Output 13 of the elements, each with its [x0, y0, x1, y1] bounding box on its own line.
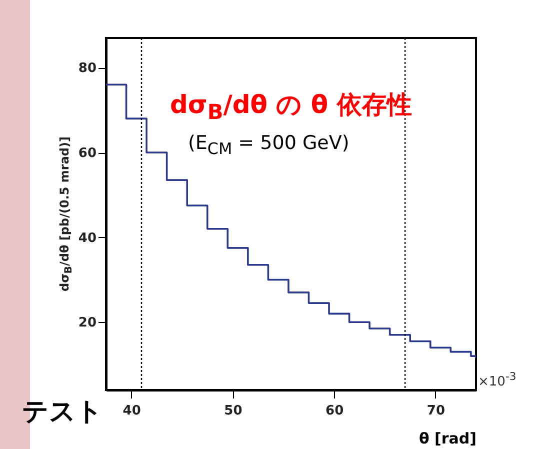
x-tick-label: 60 — [326, 404, 344, 418]
x-tick-label: 40 — [122, 404, 141, 418]
text: (E$_{CM}$ = 500 GeV) — [188, 132, 350, 158]
x-axis-title: θ [rad] — [419, 430, 476, 448]
text: dσ$_{B}$/dθ の θ 依存性 — [170, 89, 412, 124]
y-tick-label: 40 — [78, 230, 96, 246]
text: テスト — [22, 396, 103, 429]
y-tick-label: 60 — [78, 146, 96, 162]
x-tick-label: 70 — [426, 404, 445, 418]
x-tick-label: 50 — [224, 404, 242, 418]
y-tick-label: 20 — [78, 316, 96, 331]
y-tick-label: 80 — [78, 61, 96, 76]
text: ×10$^{-3}$ — [478, 370, 516, 390]
